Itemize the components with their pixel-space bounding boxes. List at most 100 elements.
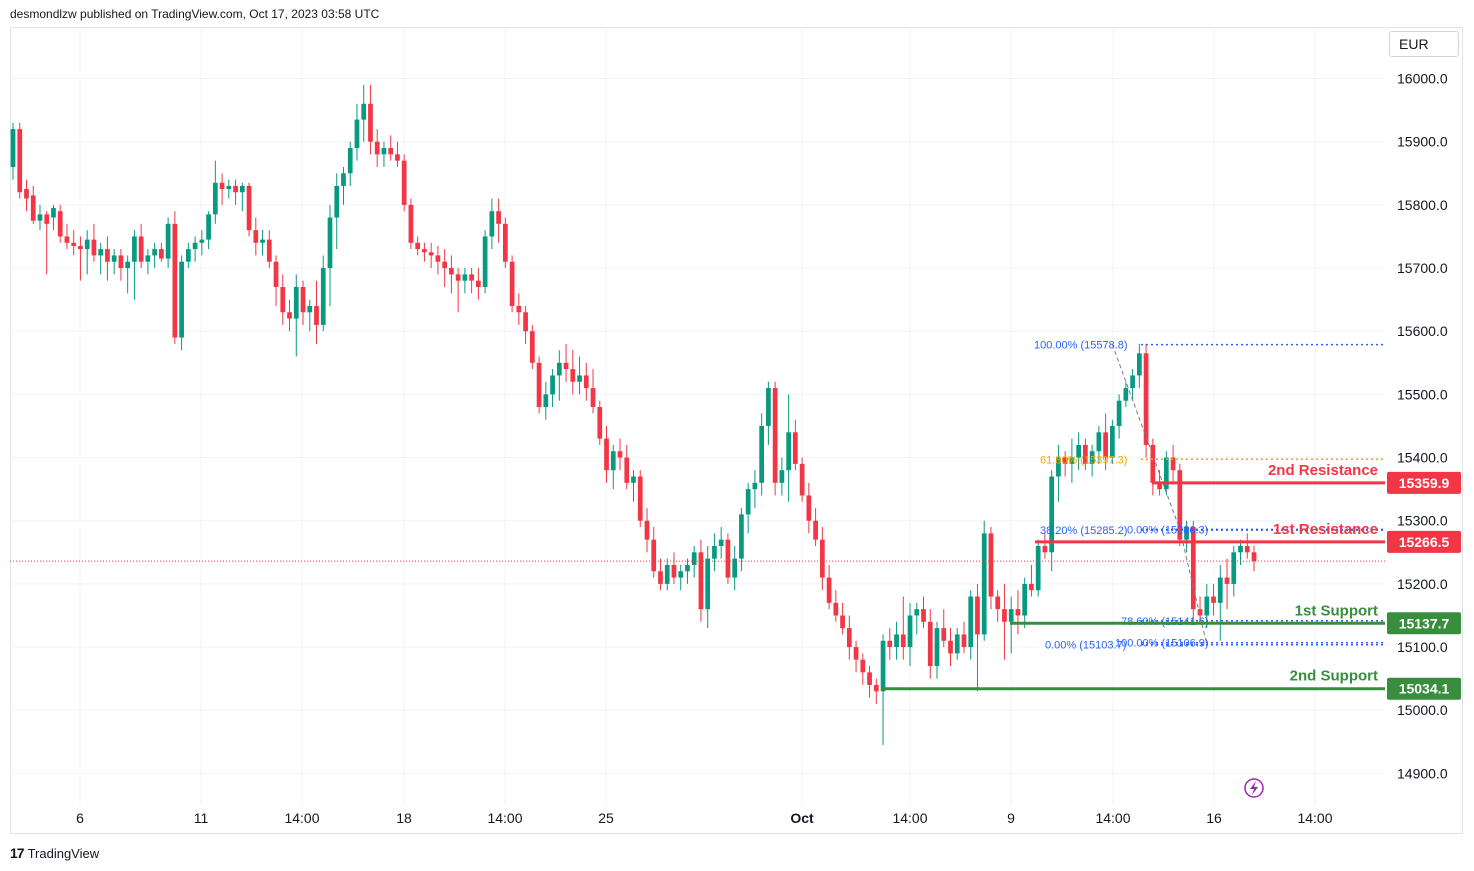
candle-body — [981, 533, 987, 635]
candle-body — [212, 182, 218, 215]
candle-body — [455, 274, 461, 281]
support-resistance-levels: 2nd Resistance 15359.9 1st Resistance 15266… — [10, 462, 1461, 700]
candle-body — [233, 185, 238, 193]
candle-body — [934, 628, 940, 667]
candle-body — [395, 154, 400, 161]
candle-body — [550, 375, 555, 395]
candle-body — [975, 596, 980, 635]
candle-body — [1002, 609, 1007, 622]
y-tick-label: 16000.0 — [1397, 71, 1448, 87]
y-tick-label: 15700.0 — [1397, 260, 1448, 276]
candle-body — [846, 628, 852, 648]
candle-body — [766, 388, 771, 426]
candle-body — [462, 274, 468, 281]
candle-body — [165, 223, 171, 259]
candle-body — [1089, 451, 1095, 464]
candle-body — [759, 425, 765, 483]
tradingview-logo[interactable]: 17 TradingView — [10, 845, 99, 861]
candle-body — [1163, 457, 1169, 490]
candle-body — [320, 268, 326, 325]
candle-body — [705, 558, 711, 610]
candle-body — [779, 470, 785, 483]
candle-body — [806, 495, 812, 521]
fib-connector — [1111, 344, 1208, 645]
candle-body — [1015, 609, 1021, 616]
lightning-icon[interactable] — [1244, 778, 1264, 798]
candle-body — [361, 103, 367, 120]
candle-body — [287, 312, 292, 319]
candle-body — [644, 520, 650, 540]
candle-body — [78, 245, 83, 250]
candle-body — [118, 255, 124, 269]
y-tick-label: 15400.0 — [1397, 450, 1448, 466]
candle-body — [246, 185, 252, 231]
candle-body — [867, 672, 872, 685]
candle-body — [469, 274, 474, 281]
candle-body — [887, 640, 893, 648]
y-tick-label: 15900.0 — [1397, 134, 1448, 150]
candle-body — [1244, 546, 1250, 553]
candle-body — [1143, 353, 1149, 445]
candle-body — [428, 252, 434, 256]
candle-body — [617, 451, 623, 458]
candle-body — [132, 236, 137, 262]
candle-body — [813, 520, 818, 540]
candle-body — [408, 204, 414, 243]
candle-body — [24, 189, 29, 199]
candle-body — [293, 287, 299, 319]
candle-body — [449, 268, 454, 275]
candle-body — [1217, 577, 1223, 603]
candle-body — [637, 476, 643, 521]
y-tick-label: 15500.0 — [1397, 386, 1448, 402]
candle-body — [1008, 609, 1014, 622]
candle-body — [253, 230, 259, 243]
candle-body — [239, 185, 245, 193]
y-tick-label: 15300.0 — [1397, 513, 1448, 529]
candle-body — [941, 628, 947, 641]
candle-body — [374, 141, 380, 155]
candle-body — [185, 249, 191, 262]
price-tag-value: 15359.9 — [1399, 475, 1450, 491]
candle-body — [597, 407, 603, 439]
x-tick-label: 16 — [1206, 810, 1222, 826]
fib-label: 0.00% (15103.7) — [1045, 640, 1126, 652]
candle-body — [496, 211, 501, 224]
candle-body — [219, 182, 225, 190]
price-tag-value: 15034.1 — [1399, 681, 1450, 697]
candle-body — [1177, 470, 1183, 540]
candle-body — [280, 287, 286, 313]
candle-body — [260, 239, 265, 243]
x-tick-label: 14:00 — [1095, 810, 1130, 826]
x-tick-label: 14:00 — [1297, 810, 1332, 826]
candle-body — [1224, 577, 1230, 584]
publisher-caption: desmondlzw published on TradingView.com,… — [10, 7, 380, 21]
candle-body — [1056, 457, 1061, 477]
candle-body — [745, 489, 751, 515]
candle-body — [1076, 444, 1082, 458]
candle-body — [1211, 596, 1216, 603]
candle-body — [577, 375, 582, 382]
candle-body — [873, 684, 879, 692]
candle-body — [1116, 400, 1122, 426]
x-tick-label: 6 — [76, 810, 84, 826]
x-tick-label: 9 — [1007, 810, 1015, 826]
candle-body — [739, 514, 744, 559]
candle-body — [1083, 444, 1088, 464]
candle-body — [1022, 583, 1028, 616]
x-tick-label: 18 — [396, 810, 412, 826]
candle-body — [1197, 609, 1203, 616]
candle-body — [1123, 388, 1129, 401]
candle-body — [138, 236, 144, 262]
candle-body — [880, 640, 886, 692]
price-tag-value: 15266.5 — [1399, 534, 1450, 550]
candle-body — [786, 432, 791, 471]
candle-body — [826, 577, 832, 603]
candle-body — [671, 564, 677, 578]
candle-body — [152, 249, 157, 256]
candle-body — [685, 564, 690, 572]
candle-body — [664, 564, 670, 584]
candle-body — [914, 609, 920, 616]
candle-body — [30, 195, 36, 221]
currency-label[interactable]: EUR — [1389, 31, 1459, 57]
